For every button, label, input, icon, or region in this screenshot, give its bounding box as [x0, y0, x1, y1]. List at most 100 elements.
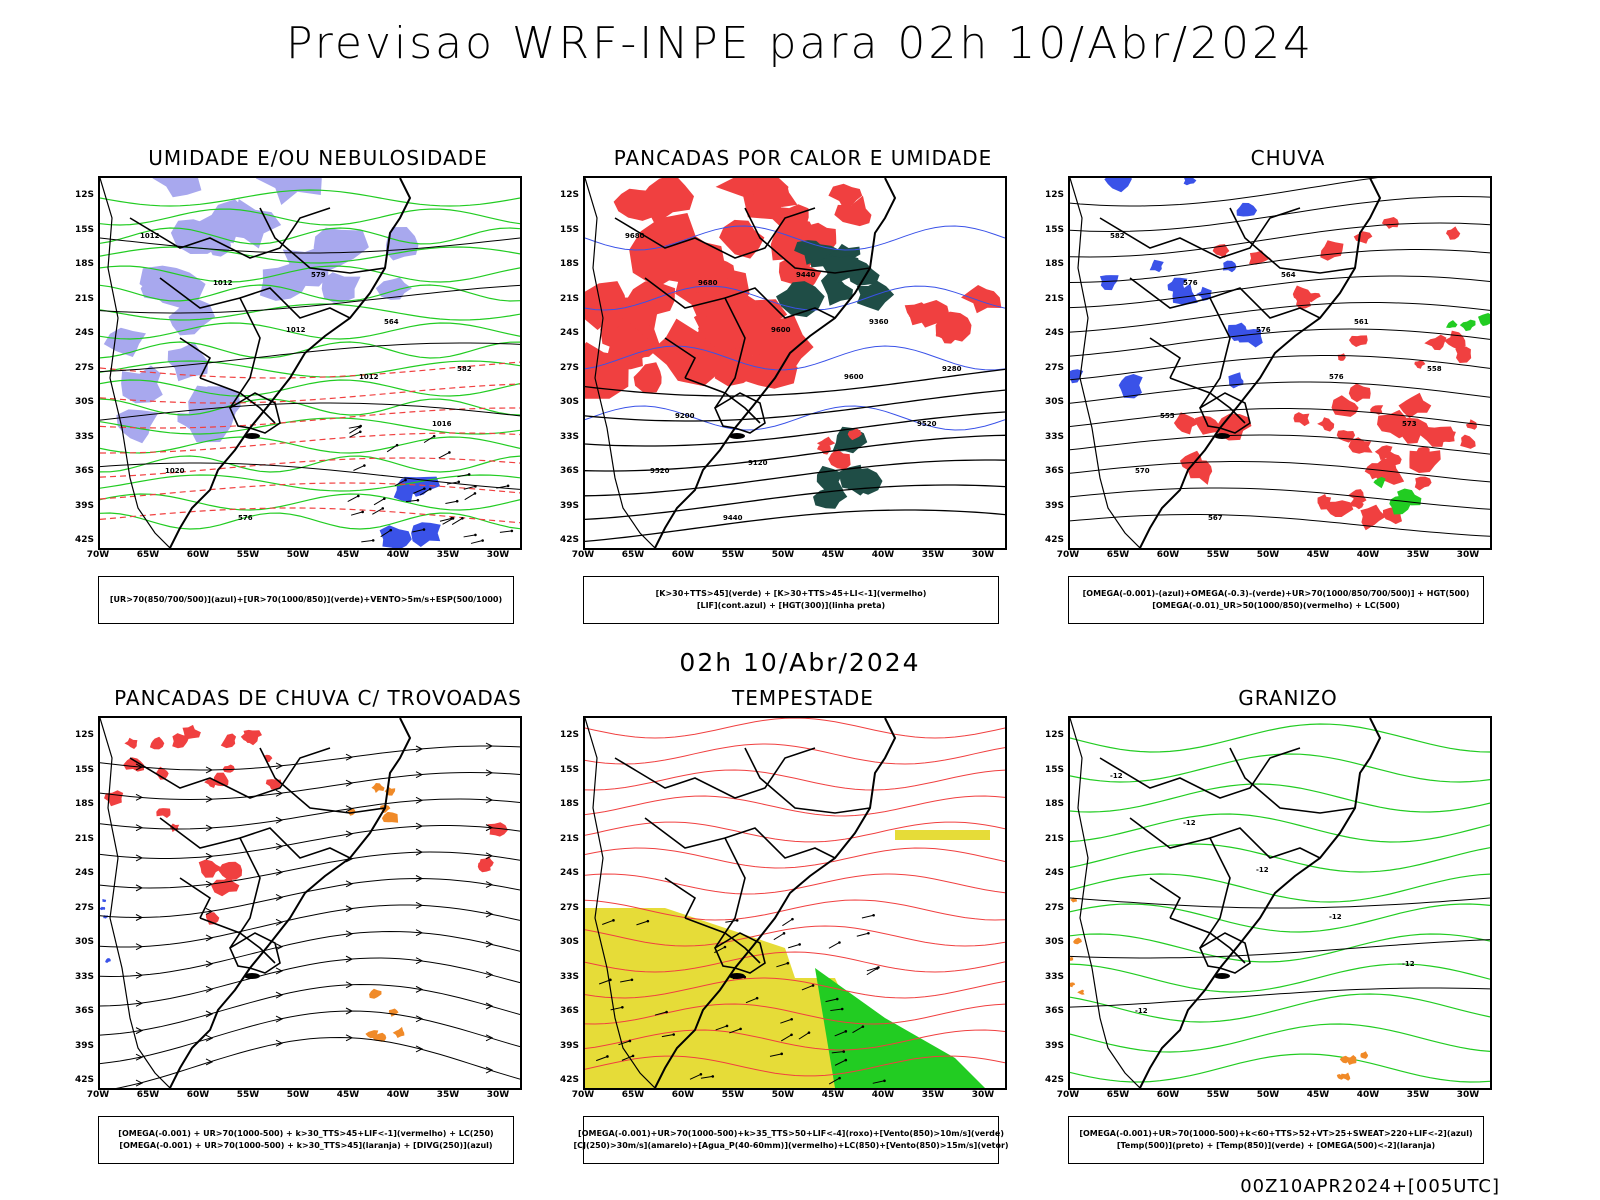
- flow-arrow: [275, 1015, 284, 1023]
- coastline: [169, 178, 412, 548]
- hgt300-contour: [585, 509, 1005, 543]
- panel-legend: [OMEGA(-0.001)+UR>70(1000-500)+k<60+TTS>…: [1068, 1116, 1484, 1164]
- pressure-contour: [100, 342, 520, 373]
- lat-tick-label: 33S: [1044, 431, 1064, 442]
- wind-vector-head: [725, 1024, 729, 1028]
- contour-label: -12: [1256, 866, 1269, 874]
- wind-vector-head: [451, 517, 455, 520]
- rain-red-area: [1377, 409, 1413, 439]
- rain-red-area: [1320, 240, 1344, 261]
- wind-vector-head: [844, 1030, 848, 1033]
- contour-label: -12: [1110, 772, 1123, 780]
- humidity-blue-area: [167, 342, 209, 382]
- hgt300-contour: [585, 484, 1005, 521]
- state-border: [159, 817, 261, 949]
- wind-vector-head: [423, 487, 426, 490]
- wind-vector-head: [780, 1052, 783, 1056]
- rain-red-area: [1398, 392, 1432, 419]
- omega500-orange-area: [1344, 1055, 1357, 1065]
- lon-tick-label: 65W: [136, 1090, 160, 1100]
- panel-trovoadas: PANCADAS DE CHUVA C/ TROVOADAS [OMEGA(-0…: [68, 686, 568, 1186]
- thunder-red-area: [104, 790, 124, 807]
- wind-vector: [373, 498, 385, 506]
- state-border: [744, 207, 871, 274]
- lat-tick-label: 42S: [74, 535, 94, 545]
- wind-vector: [866, 968, 878, 976]
- lon-tick-label: 40W: [871, 1090, 895, 1100]
- flow-arrow: [485, 1002, 494, 1010]
- lat-tick-label: 21S: [74, 833, 94, 844]
- wind-vector: [801, 984, 814, 991]
- flow-arrow: [135, 943, 144, 951]
- flow-arrow: [345, 880, 354, 888]
- jet-yellow-area: [895, 830, 990, 840]
- wind-streamline: [100, 798, 520, 830]
- lat-tick-label: 33S: [559, 971, 579, 982]
- wind-streamline: [100, 745, 520, 771]
- instability-red-area: [698, 298, 770, 353]
- temp850-green-contour: [1070, 873, 1490, 903]
- rain-red-area: [1249, 250, 1271, 265]
- lon-tick-label: 30W: [1456, 1090, 1480, 1100]
- panel-legend: [UR>70(850/700/500)](azul)+[UR>70(1000/8…: [98, 576, 514, 624]
- flow-arrow: [415, 875, 424, 882]
- lon-tick-label: 70W: [86, 1090, 110, 1100]
- temp500-contour: [1070, 897, 1490, 909]
- wind-vector-head: [428, 487, 432, 491]
- contour-label: 579: [311, 271, 326, 279]
- wind-vector-head: [389, 528, 393, 532]
- andes-border: [1070, 178, 1141, 548]
- omega-green-area: [1478, 313, 1490, 326]
- humidity-blue-area: [375, 277, 412, 300]
- wind-vector: [776, 962, 788, 968]
- flow-arrow: [275, 1039, 284, 1047]
- rain-red-area: [1317, 496, 1333, 510]
- precipitable-water-contour: [585, 821, 1005, 843]
- wind-vector-head: [612, 919, 615, 922]
- contour-label: 564: [1281, 271, 1296, 279]
- rain-red-area: [1292, 285, 1312, 302]
- thunder-red-area: [198, 859, 223, 878]
- rain-red-area: [1317, 417, 1335, 432]
- wind-vector: [349, 426, 360, 434]
- flow-arrow: [345, 805, 354, 813]
- humidity-blue-area: [187, 385, 236, 443]
- temp500-contour: [1070, 987, 1490, 1008]
- humidity-blue-area: [103, 327, 146, 357]
- contour-label: 1012: [359, 373, 379, 381]
- lat-tick-label: 12S: [74, 730, 94, 740]
- flow-arrow: [485, 824, 494, 832]
- wind-vector: [419, 488, 431, 496]
- instability-red-area: [752, 178, 798, 207]
- wind-vector-head: [383, 497, 386, 500]
- flow-arrow: [205, 960, 214, 968]
- lon-tick-label: 30W: [486, 1090, 510, 1100]
- wind-vector: [715, 1025, 728, 1031]
- instability-red-area: [961, 285, 1002, 314]
- flow-arrow: [205, 1010, 214, 1018]
- lon-tick-label: 45W: [821, 1090, 845, 1100]
- lat-tick-label: 24S: [559, 868, 579, 878]
- thunder-red-area: [265, 779, 282, 790]
- state-border: [1198, 932, 1251, 974]
- lat-tick-label: 12S: [1044, 190, 1064, 200]
- wind-vector: [595, 1056, 608, 1062]
- rain-red-area: [1337, 353, 1346, 361]
- wind-vector-head: [371, 539, 375, 542]
- flow-arrow: [415, 822, 424, 830]
- lat-tick-label: 27S: [74, 902, 94, 913]
- lat-tick-label: 27S: [74, 362, 94, 373]
- lon-tick-label: 40W: [1356, 550, 1380, 560]
- humidity-green-contour: [100, 208, 520, 226]
- instability-green-area: [820, 272, 853, 306]
- flow-arrow: [415, 745, 424, 753]
- lat-tick-label: 15S: [1044, 764, 1064, 775]
- humidity-green-contour: [100, 512, 520, 530]
- instability-red-area: [828, 449, 851, 470]
- lat-tick-label: 12S: [559, 730, 579, 740]
- lon-tick-label: 50W: [286, 1090, 310, 1100]
- omega-blue-area: [1118, 374, 1143, 399]
- wind-vector-head: [872, 913, 875, 917]
- divergence-blue-area: [105, 958, 111, 963]
- lon-tick-label: 50W: [1256, 550, 1280, 560]
